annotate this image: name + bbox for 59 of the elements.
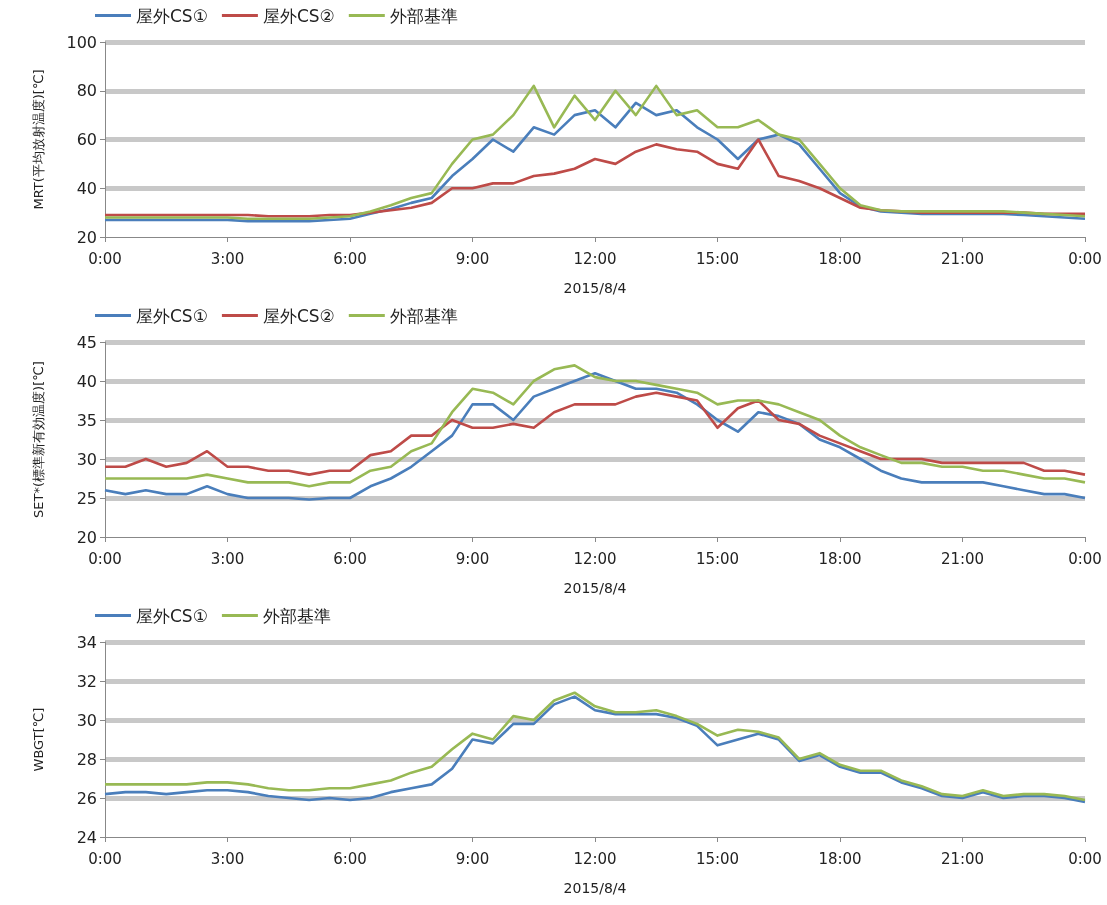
x-tick-label: 15:00 <box>695 849 740 868</box>
y-tick-label: 60 <box>76 130 97 149</box>
legend-label: 外部基準 <box>389 5 458 26</box>
y-axis-title: WBGT[℃] <box>31 707 46 772</box>
x-tick-label: 9:00 <box>455 549 490 568</box>
x-tick-label: 6:00 <box>333 549 367 568</box>
x-tick-label: 6:00 <box>333 849 367 868</box>
x-tick-label: 9:00 <box>455 249 490 268</box>
legend-label: 屋外CS② <box>262 5 335 26</box>
legend-label: 外部基準 <box>389 305 458 326</box>
x-tick-label: 0:00 <box>88 249 122 268</box>
legend-label: 屋外CS① <box>136 5 208 26</box>
x-tick-label: 15:00 <box>695 549 740 568</box>
x-axis-title: 2015/8/4 <box>563 580 627 596</box>
y-tick-label: 24 <box>76 827 97 847</box>
x-tick-label: 21:00 <box>940 549 985 568</box>
legend-label: 屋外CS① <box>136 605 208 626</box>
y-tick-label: 45 <box>76 332 97 352</box>
y-tick-label: 20 <box>76 227 97 247</box>
y-tick-label: 28 <box>76 749 97 769</box>
x-tick-label: 21:00 <box>940 249 985 268</box>
legend-label: 外部基準 <box>262 605 331 626</box>
x-tick-label: 0:00 <box>1068 249 1102 268</box>
y-tick-label: 80 <box>76 81 97 101</box>
x-tick-label: 18:00 <box>818 849 862 868</box>
y-tick-label: 30 <box>76 449 97 469</box>
x-tick-label: 12:00 <box>573 549 617 568</box>
y-tick-label: 32 <box>76 671 97 691</box>
x-tick-label: 21:00 <box>940 849 985 868</box>
x-tick-label: 18:00 <box>818 249 862 268</box>
x-axis-title: 2015/8/4 <box>563 280 627 296</box>
y-tick-label: 35 <box>76 410 97 430</box>
y-axis-title: SET*(標準新有効温度)[℃] <box>31 361 46 518</box>
x-tick-label: 18:00 <box>818 549 862 568</box>
y-tick-label: 25 <box>76 488 97 508</box>
legend-label: 屋外CS② <box>262 305 335 326</box>
x-tick-label: 0:00 <box>1068 549 1102 568</box>
legend-label: 屋外CS① <box>136 305 208 326</box>
y-tick-label: 34 <box>76 632 97 652</box>
y-tick-label: 40 <box>76 371 97 391</box>
y-tick-label: 20 <box>76 527 97 547</box>
x-tick-label: 0:00 <box>88 549 122 568</box>
x-tick-label: 6:00 <box>333 249 367 268</box>
y-tick-label: 26 <box>76 788 97 808</box>
x-tick-label: 0:00 <box>1068 849 1102 868</box>
x-tick-label: 15:00 <box>695 249 740 268</box>
x-tick-label: 9:00 <box>455 849 490 868</box>
y-tick-label: 100 <box>66 32 97 52</box>
y-tick-label: 40 <box>76 178 97 198</box>
line-series <box>103 391 1087 476</box>
y-axis-title: MRT(平均放射温度)[℃] <box>31 69 46 210</box>
x-tick-label: 12:00 <box>573 249 617 268</box>
x-axis-title: 2015/8/4 <box>563 880 627 896</box>
x-tick-label: 12:00 <box>573 849 617 868</box>
x-tick-label: 3:00 <box>210 849 245 868</box>
x-tick-label: 3:00 <box>210 549 245 568</box>
x-tick-label: 3:00 <box>210 249 245 268</box>
y-tick-label: 30 <box>76 710 97 730</box>
x-tick-label: 0:00 <box>88 849 122 868</box>
